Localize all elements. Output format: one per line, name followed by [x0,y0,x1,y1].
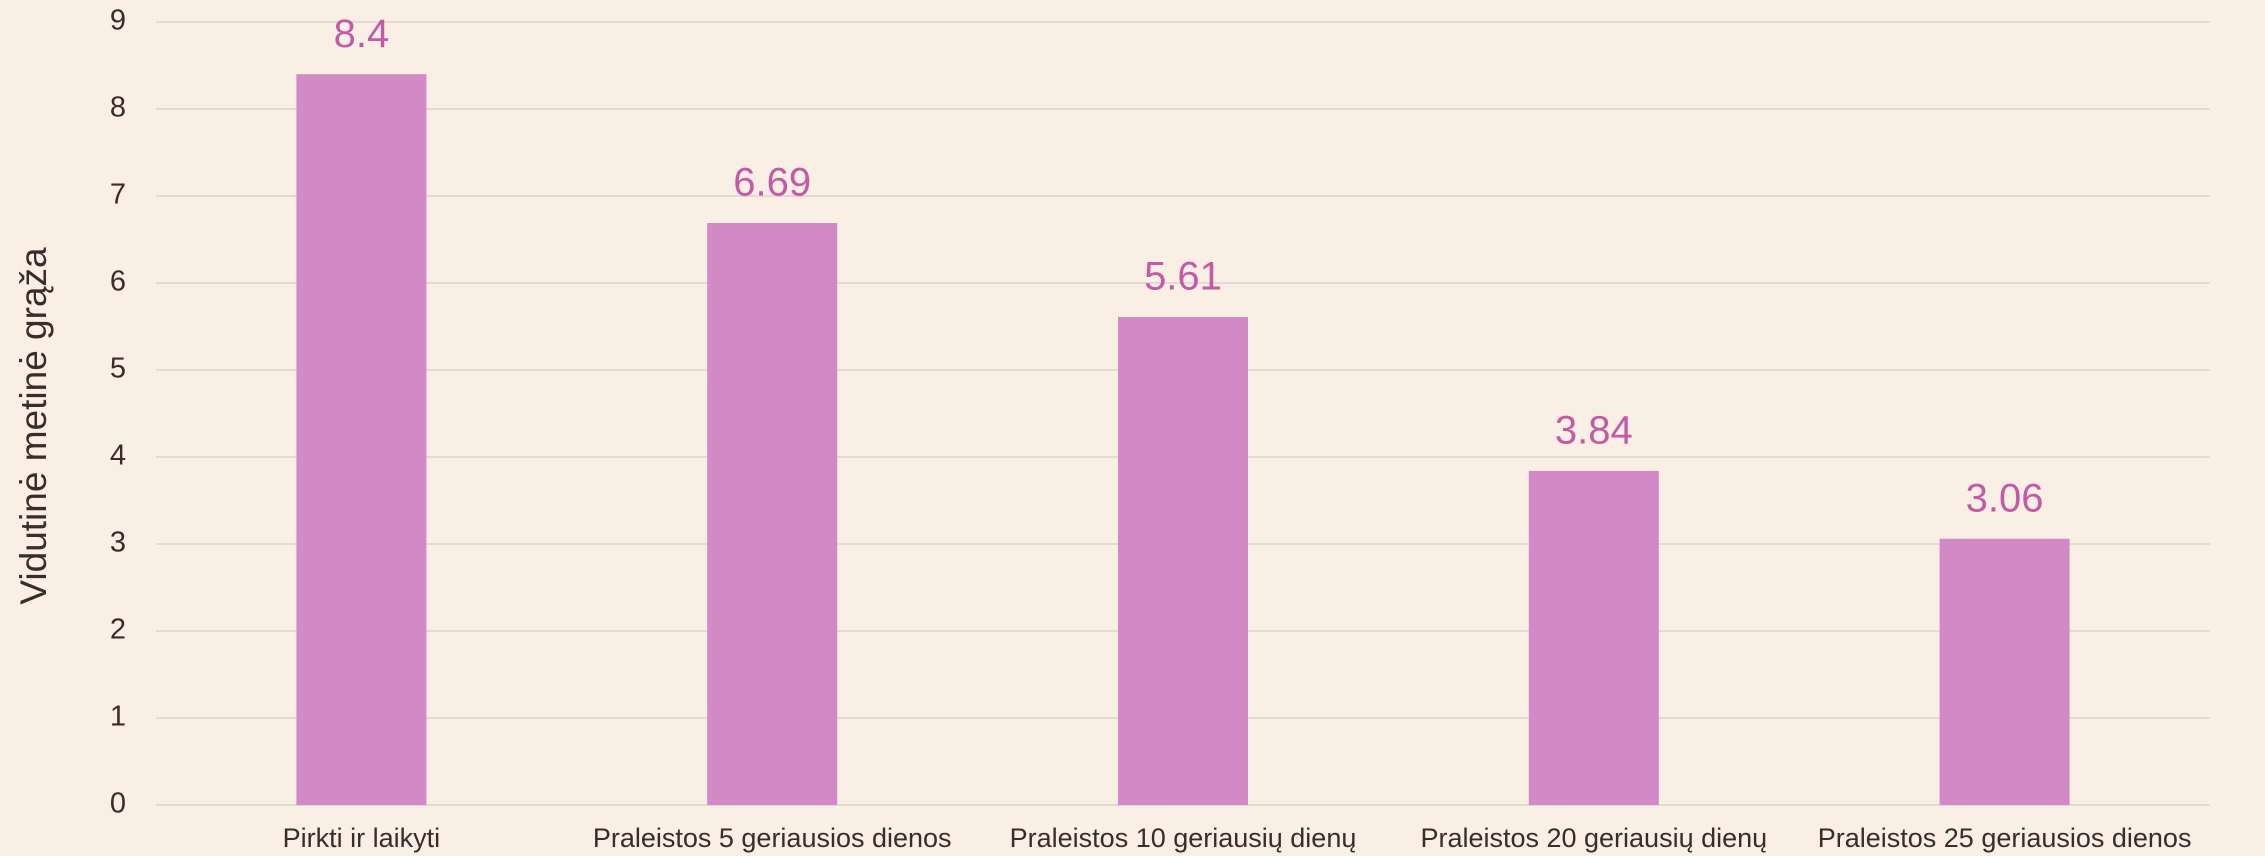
y-axis-label: Vidutinė metinė grąža [13,247,54,605]
x-tick-label: Praleistos 5 geriausios dienos [593,823,952,853]
x-tick-label: Pirkti ir laikyti [283,823,441,853]
y-tick-label: 6 [110,266,126,298]
x-tick-label: Praleistos 25 geriausios dienos [1818,823,2192,853]
y-tick-label: 0 [110,788,126,820]
y-tick-label: 9 [110,5,126,37]
y-tick-label: 3 [110,527,126,559]
value-label: 5.61 [1144,254,1222,298]
value-label: 3.06 [1966,476,2044,520]
bar [707,222,838,806]
y-tick-label: 4 [110,440,126,472]
x-tick-label: Praleistos 20 geriausių dienų [1420,823,1767,853]
value-label: 8.4 [334,12,390,56]
y-tick-label: 1 [110,701,126,733]
y-tick-label: 5 [110,353,126,385]
bar [1528,470,1659,805]
y-tick-label: 8 [110,92,126,124]
bar [1939,538,2070,805]
value-label: 6.69 [733,161,811,205]
bar [1118,316,1248,805]
x-tick-label: Praleistos 10 geriausių dienų [1010,823,1357,853]
y-tick-label: 2 [110,614,126,646]
bar [296,74,427,805]
value-label: 3.84 [1555,408,1633,452]
y-tick-label: 7 [110,179,126,211]
